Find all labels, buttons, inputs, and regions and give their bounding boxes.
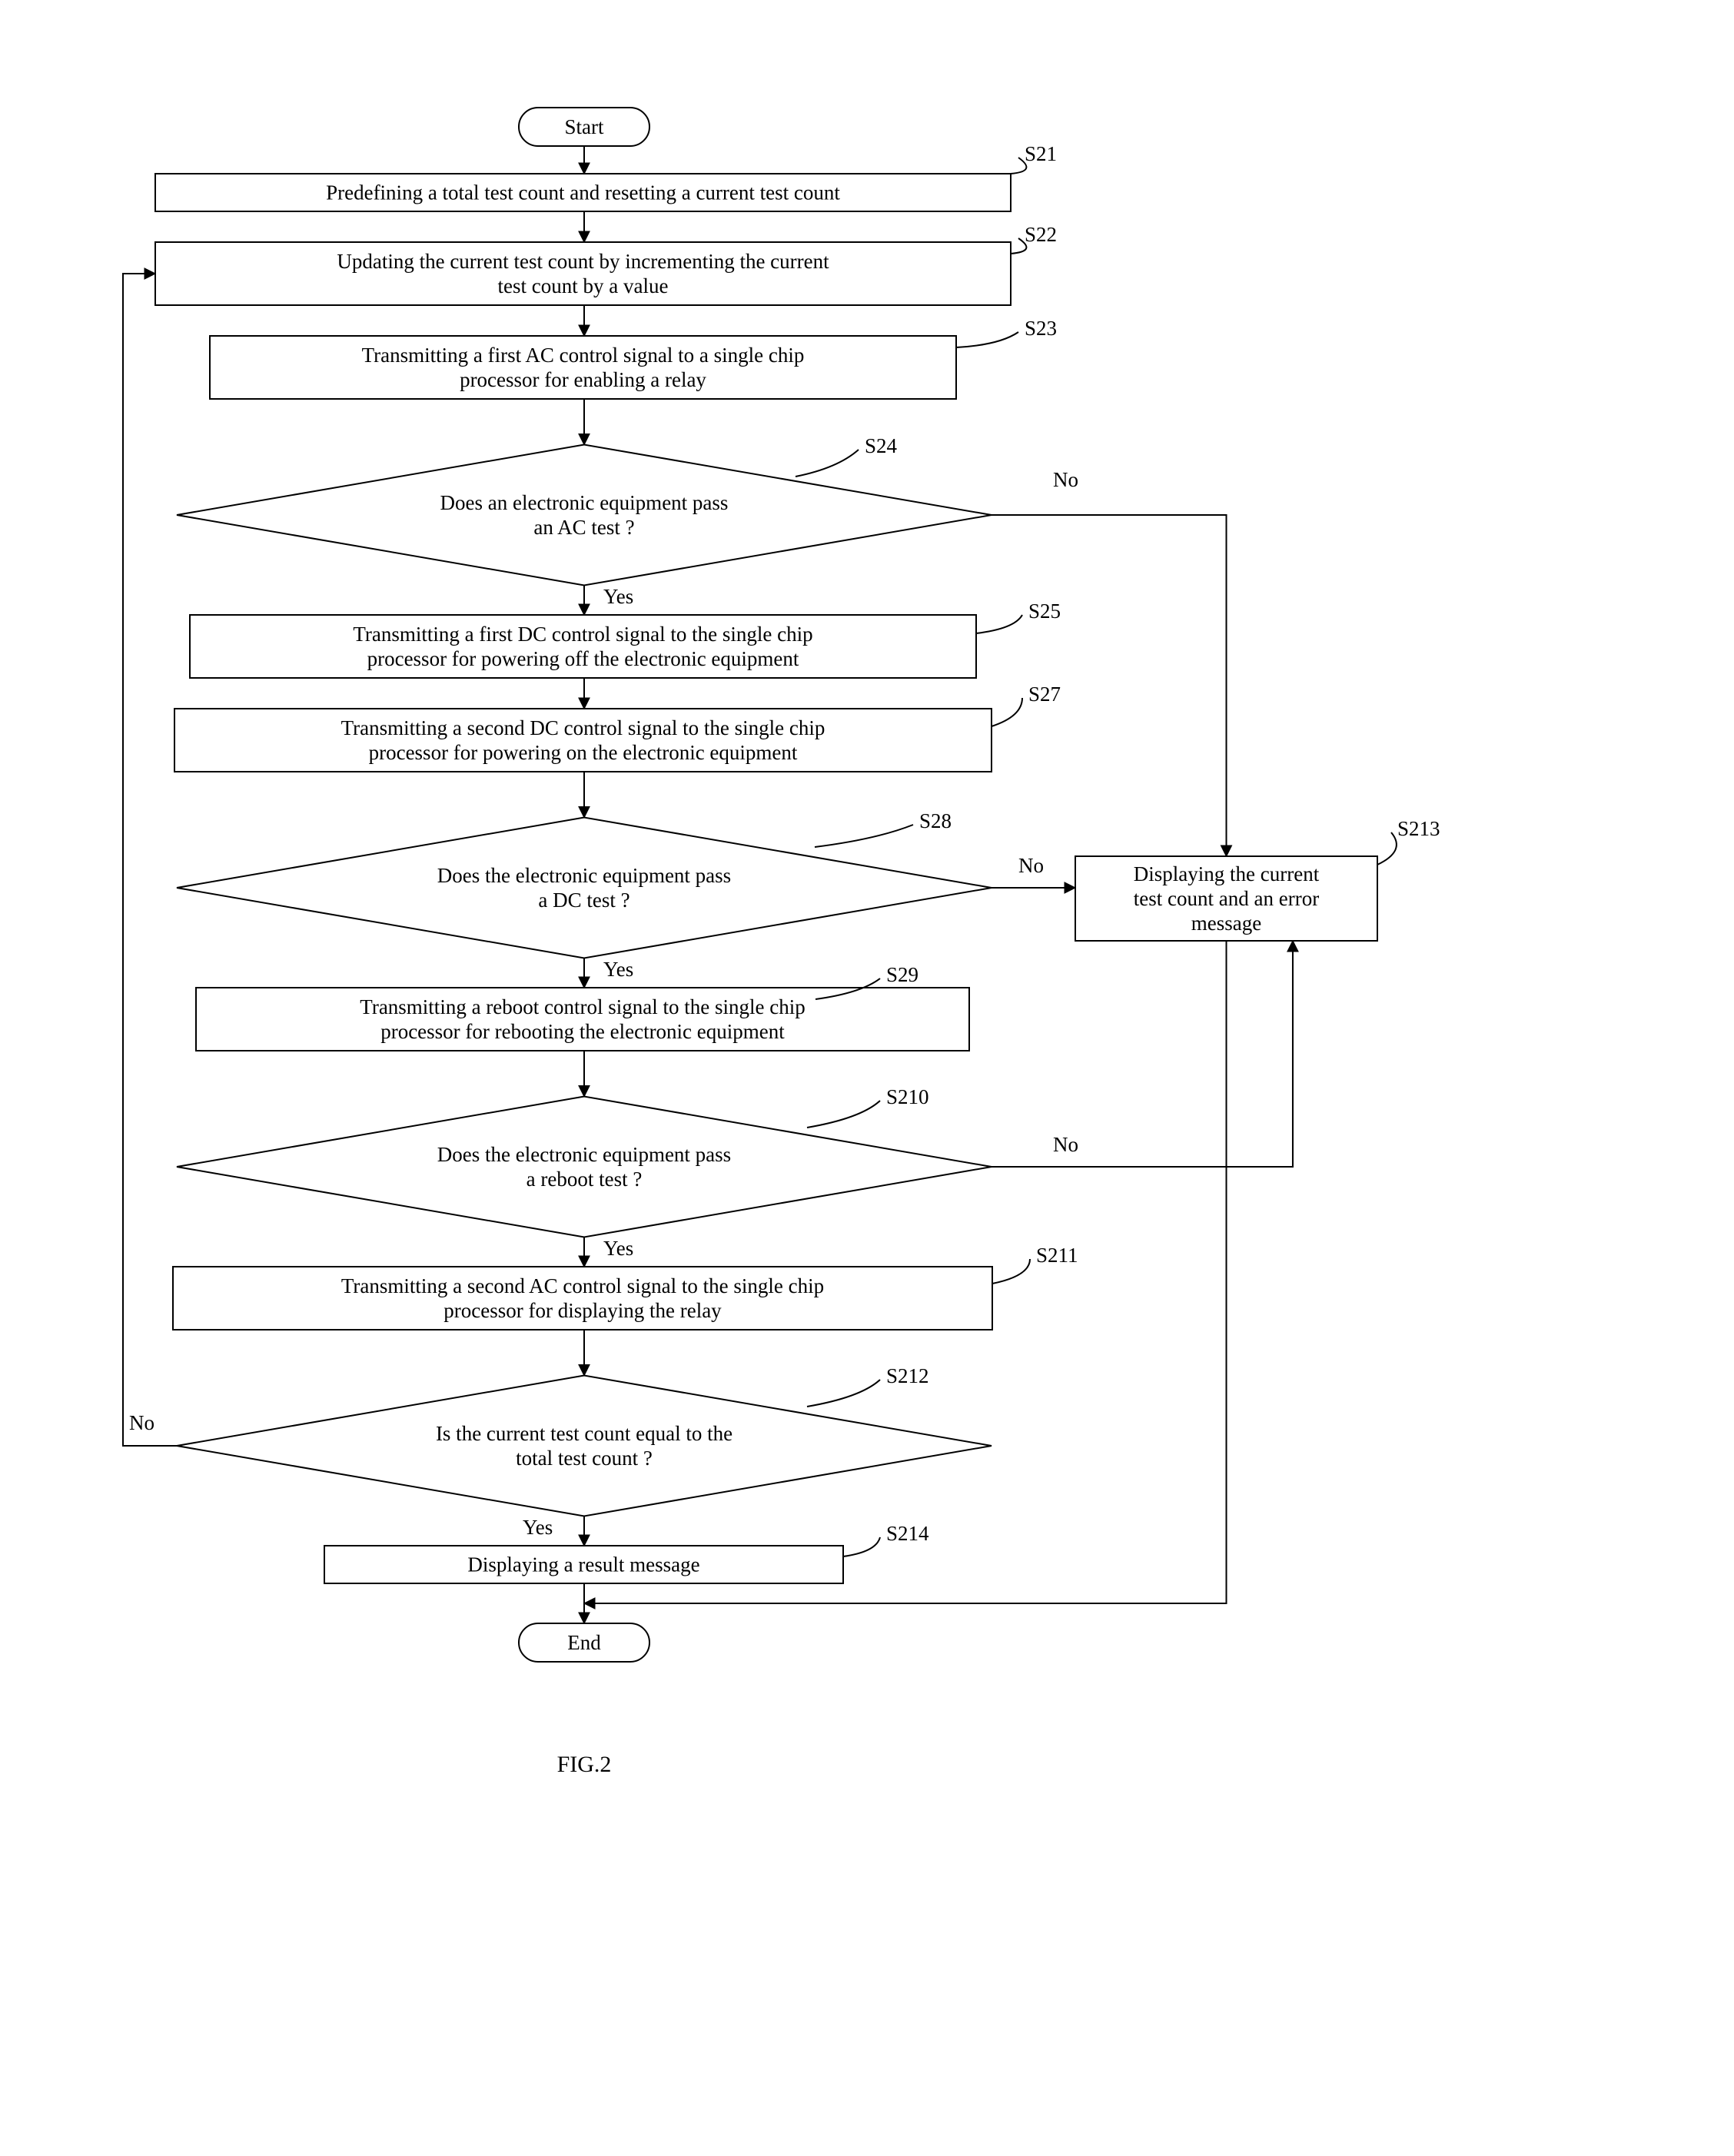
svg-text:S25: S25 (1028, 600, 1061, 623)
svg-text:a DC test ?: a DC test ? (538, 889, 629, 912)
svg-text:S212: S212 (886, 1364, 929, 1387)
svg-text:total test count ?: total test count ? (516, 1447, 653, 1470)
svg-text:processor for enabling a relay: processor for enabling a relay (460, 368, 706, 391)
svg-text:Displaying a result message: Displaying a result message (467, 1553, 699, 1576)
svg-text:S22: S22 (1025, 223, 1057, 246)
svg-text:S213: S213 (1397, 817, 1440, 840)
svg-text:Updating the current test coun: Updating the current test count by incre… (337, 250, 829, 273)
svg-text:No: No (1018, 854, 1044, 877)
svg-text:End: End (567, 1631, 601, 1654)
svg-text:Yes: Yes (603, 1237, 633, 1260)
svg-text:Transmitting a first DC contro: Transmitting a first DC control signal t… (353, 623, 812, 646)
figure-label: FIG.2 (557, 1752, 612, 1777)
svg-text:S29: S29 (886, 963, 918, 986)
svg-text:S21: S21 (1025, 142, 1057, 165)
svg-text:No: No (1053, 468, 1078, 491)
svg-text:Displaying the current: Displaying the current (1134, 862, 1320, 885)
svg-text:S27: S27 (1028, 683, 1061, 706)
svg-text:Transmitting a reboot control: Transmitting a reboot control signal to … (360, 995, 805, 1018)
svg-text:Start: Start (565, 115, 604, 138)
svg-text:Transmitting a second DC contr: Transmitting a second DC control signal … (341, 716, 825, 739)
svg-text:processor for displaying the r: processor for displaying the relay (443, 1299, 722, 1322)
svg-text:processor for powering off the: processor for powering off the electroni… (367, 647, 799, 670)
svg-text:test count by a value: test count by a value (498, 274, 669, 297)
svg-text:Transmitting a second AC contr: Transmitting a second AC control signal … (341, 1274, 824, 1297)
svg-text:Is the current test count equa: Is the current test count equal to the (436, 1422, 732, 1445)
svg-text:Predefining a total test count: Predefining a total test count and reset… (326, 181, 840, 204)
svg-text:a reboot test ?: a reboot test ? (527, 1168, 643, 1191)
nodes: Start Predefining a total test count and … (155, 108, 1377, 1662)
svg-text:Does the electronic equipment: Does the electronic equipment pass (437, 864, 731, 887)
svg-text:Yes: Yes (603, 958, 633, 981)
svg-text:S214: S214 (886, 1522, 929, 1545)
svg-text:message: message (1191, 912, 1261, 935)
svg-text:Does the electronic equipment: Does the electronic equipment pass (437, 1143, 731, 1166)
svg-text:Transmitting a first AC contro: Transmitting a first AC control signal t… (362, 344, 805, 367)
svg-text:processor for rebooting the el: processor for rebooting the electronic e… (380, 1020, 785, 1043)
svg-text:Yes: Yes (523, 1516, 553, 1539)
svg-text:S211: S211 (1036, 1244, 1078, 1267)
svg-text:an AC test ?: an AC test ? (533, 516, 634, 539)
svg-text:S23: S23 (1025, 317, 1057, 340)
svg-text:test count and an error: test count and an error (1134, 887, 1319, 910)
svg-text:No: No (1053, 1133, 1078, 1156)
svg-text:Does an electronic equipment p: Does an electronic equipment pass (440, 491, 729, 514)
flowchart: Start Predefining a total test count and … (0, 0, 1734, 2156)
svg-text:No: No (129, 1411, 154, 1434)
svg-text:processor for powering on the: processor for powering on the electronic… (369, 741, 798, 764)
svg-text:Yes: Yes (603, 585, 633, 608)
svg-text:S210: S210 (886, 1085, 929, 1108)
svg-text:S24: S24 (865, 434, 898, 457)
svg-text:S28: S28 (919, 809, 952, 832)
